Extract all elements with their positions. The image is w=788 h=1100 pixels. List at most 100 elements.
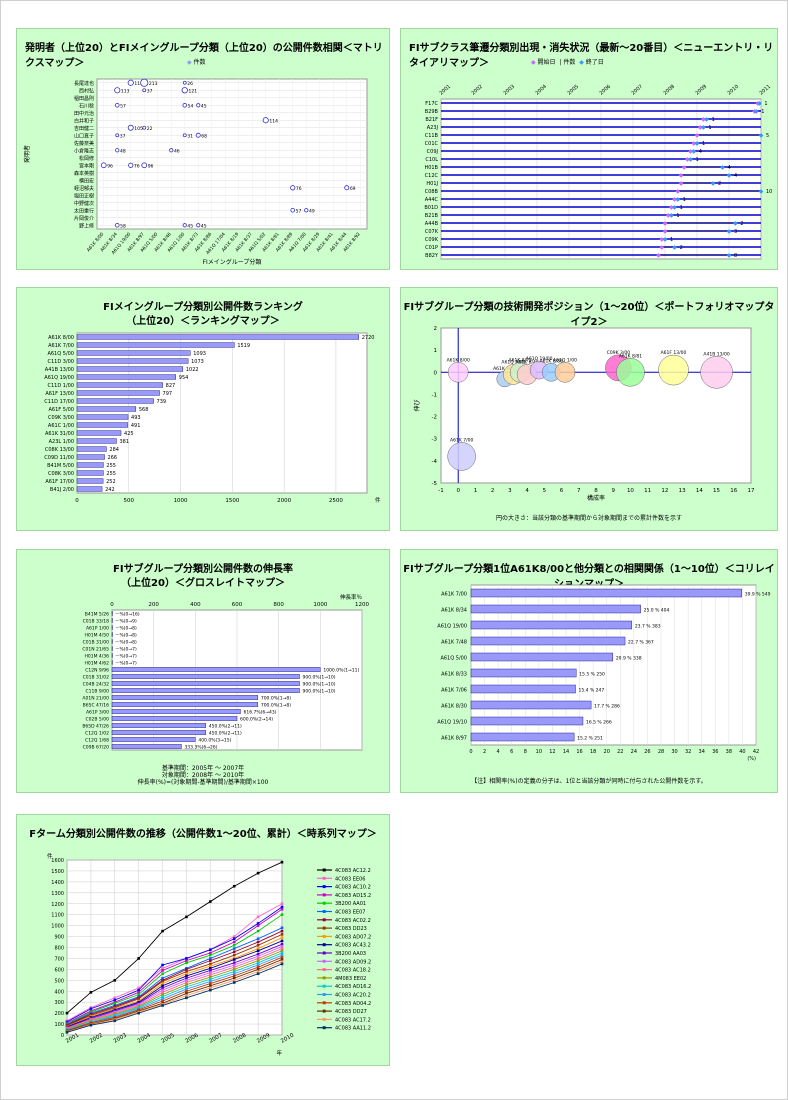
count-label: 1 bbox=[764, 101, 767, 107]
x-tick-label: 16 bbox=[730, 488, 737, 494]
panel-portfolio-map: FIサブグループ分類の技術開発ポジション（1～20位）＜ポートフォリオマップタイ… bbox=[400, 287, 778, 531]
y-tick-label: A61F 5/00 bbox=[49, 407, 74, 413]
series-point bbox=[65, 1011, 69, 1015]
y-tick-label: -2 bbox=[432, 415, 437, 421]
bar bbox=[111, 632, 113, 637]
series-point bbox=[209, 951, 212, 955]
start-marker: ◆ bbox=[659, 236, 664, 243]
series-point bbox=[232, 940, 236, 944]
series-line bbox=[66, 945, 283, 1029]
matrix-point bbox=[140, 78, 149, 87]
bubble bbox=[554, 362, 576, 383]
series-point bbox=[232, 961, 236, 965]
matrix-point bbox=[195, 132, 201, 138]
count-label: 4 bbox=[699, 149, 702, 155]
series-point bbox=[113, 979, 117, 982]
y-tick-label: -1 bbox=[432, 392, 437, 398]
y-tick-label: 300 bbox=[54, 1000, 64, 1006]
row-label: B01D bbox=[424, 205, 438, 211]
end-marker: ◆ bbox=[733, 220, 738, 227]
legend-count: 件数 bbox=[563, 59, 576, 66]
series-point bbox=[185, 979, 188, 982]
series-point bbox=[137, 993, 140, 996]
y-tick-label: 500 bbox=[54, 978, 64, 984]
bar-value: 1073 bbox=[191, 359, 204, 365]
panel-ranking-map: FIメイングループ分類別公開件数ランキング （上位20）＜ランキングマップ＞ 0… bbox=[16, 287, 390, 531]
series-point bbox=[232, 953, 236, 957]
x-tick-label: 13 bbox=[679, 488, 686, 494]
legend-marker bbox=[322, 934, 326, 938]
y-tick-label: A61K 31/00 bbox=[45, 431, 74, 437]
series-point bbox=[161, 972, 164, 976]
series-point bbox=[137, 957, 140, 960]
x-tick-label: 3 bbox=[508, 488, 512, 494]
series-point bbox=[185, 970, 188, 973]
y-tick-label: 佐藤奈美 bbox=[74, 140, 94, 147]
series-point bbox=[232, 958, 236, 961]
y-tick-label: 1600 bbox=[51, 858, 64, 864]
series-point bbox=[209, 969, 212, 972]
series-point bbox=[256, 970, 260, 973]
y-tick-label: A61K 8/34 bbox=[441, 607, 467, 613]
matrix-point-label: 114 bbox=[269, 118, 278, 124]
series-point bbox=[209, 957, 212, 960]
x-tick-label: 18 bbox=[590, 749, 596, 755]
legend-label: 件数 bbox=[193, 59, 206, 66]
bar bbox=[111, 744, 182, 749]
bar bbox=[470, 588, 742, 598]
bar-value: 266 bbox=[108, 455, 118, 461]
bar bbox=[76, 486, 103, 492]
end-marker: ◆ bbox=[757, 100, 762, 107]
count-label: 1 bbox=[676, 213, 679, 219]
count-label: 4 bbox=[734, 173, 737, 179]
y-tick-label: 長尾達也 bbox=[74, 80, 94, 87]
series-point bbox=[161, 988, 164, 992]
series-point bbox=[256, 947, 260, 950]
y-tick-label: C01N 21/65 bbox=[82, 646, 109, 652]
bubble bbox=[658, 354, 689, 386]
legend-marker bbox=[322, 868, 326, 872]
y-tick-label: 1100 bbox=[51, 913, 64, 919]
matrix-point-label: 121 bbox=[189, 88, 198, 94]
x-tick-label: 2000 bbox=[277, 498, 291, 504]
bar bbox=[111, 674, 300, 679]
series-point bbox=[256, 944, 260, 947]
bar-value: －%(0→8) bbox=[115, 632, 137, 638]
series-point bbox=[256, 922, 260, 925]
start-marker: ◆ bbox=[752, 108, 757, 115]
series-point bbox=[185, 983, 188, 986]
series-point bbox=[256, 924, 260, 927]
bar-value: 2720 bbox=[362, 335, 375, 341]
legend-label: 4M083 EE02 bbox=[335, 976, 366, 982]
end-marker: ◆ bbox=[759, 188, 764, 195]
series-point bbox=[256, 929, 260, 933]
bar-value: －%(0→9) bbox=[115, 618, 137, 624]
y-axis-label: 発明者 bbox=[23, 145, 31, 163]
legend-label: 4C083 AD07.2 bbox=[335, 934, 371, 940]
x-tick-label: 10 bbox=[536, 749, 542, 755]
bar-value: 1022 bbox=[186, 367, 199, 373]
count-label: 1 bbox=[708, 125, 711, 131]
y-tick-label: A61K 7/48 bbox=[441, 639, 467, 645]
y-tick-label: B65D 47/26 bbox=[82, 723, 109, 729]
matrix-point bbox=[182, 133, 187, 138]
matrix-point-label: 58 bbox=[120, 223, 126, 229]
series-point bbox=[209, 980, 212, 983]
x-tick-label: 1500 bbox=[225, 498, 239, 504]
bar-value: 797 bbox=[163, 391, 173, 397]
x-tick-label: 400 bbox=[190, 602, 201, 608]
series-point bbox=[280, 902, 284, 906]
x-tick-label: 500 bbox=[124, 498, 135, 504]
bar-value: 381 bbox=[119, 439, 129, 445]
series-point bbox=[185, 972, 188, 976]
series-point bbox=[232, 979, 236, 982]
count-label: 8 bbox=[734, 253, 737, 259]
series-point bbox=[232, 974, 236, 978]
x-tick-label: 22 bbox=[617, 749, 623, 755]
x-tick-label: 2003 bbox=[502, 84, 516, 97]
x-tick-label: 1000 bbox=[174, 498, 188, 504]
series-point bbox=[209, 984, 212, 988]
row-label: C01P bbox=[425, 245, 438, 251]
bar-value: 568 bbox=[139, 407, 149, 413]
